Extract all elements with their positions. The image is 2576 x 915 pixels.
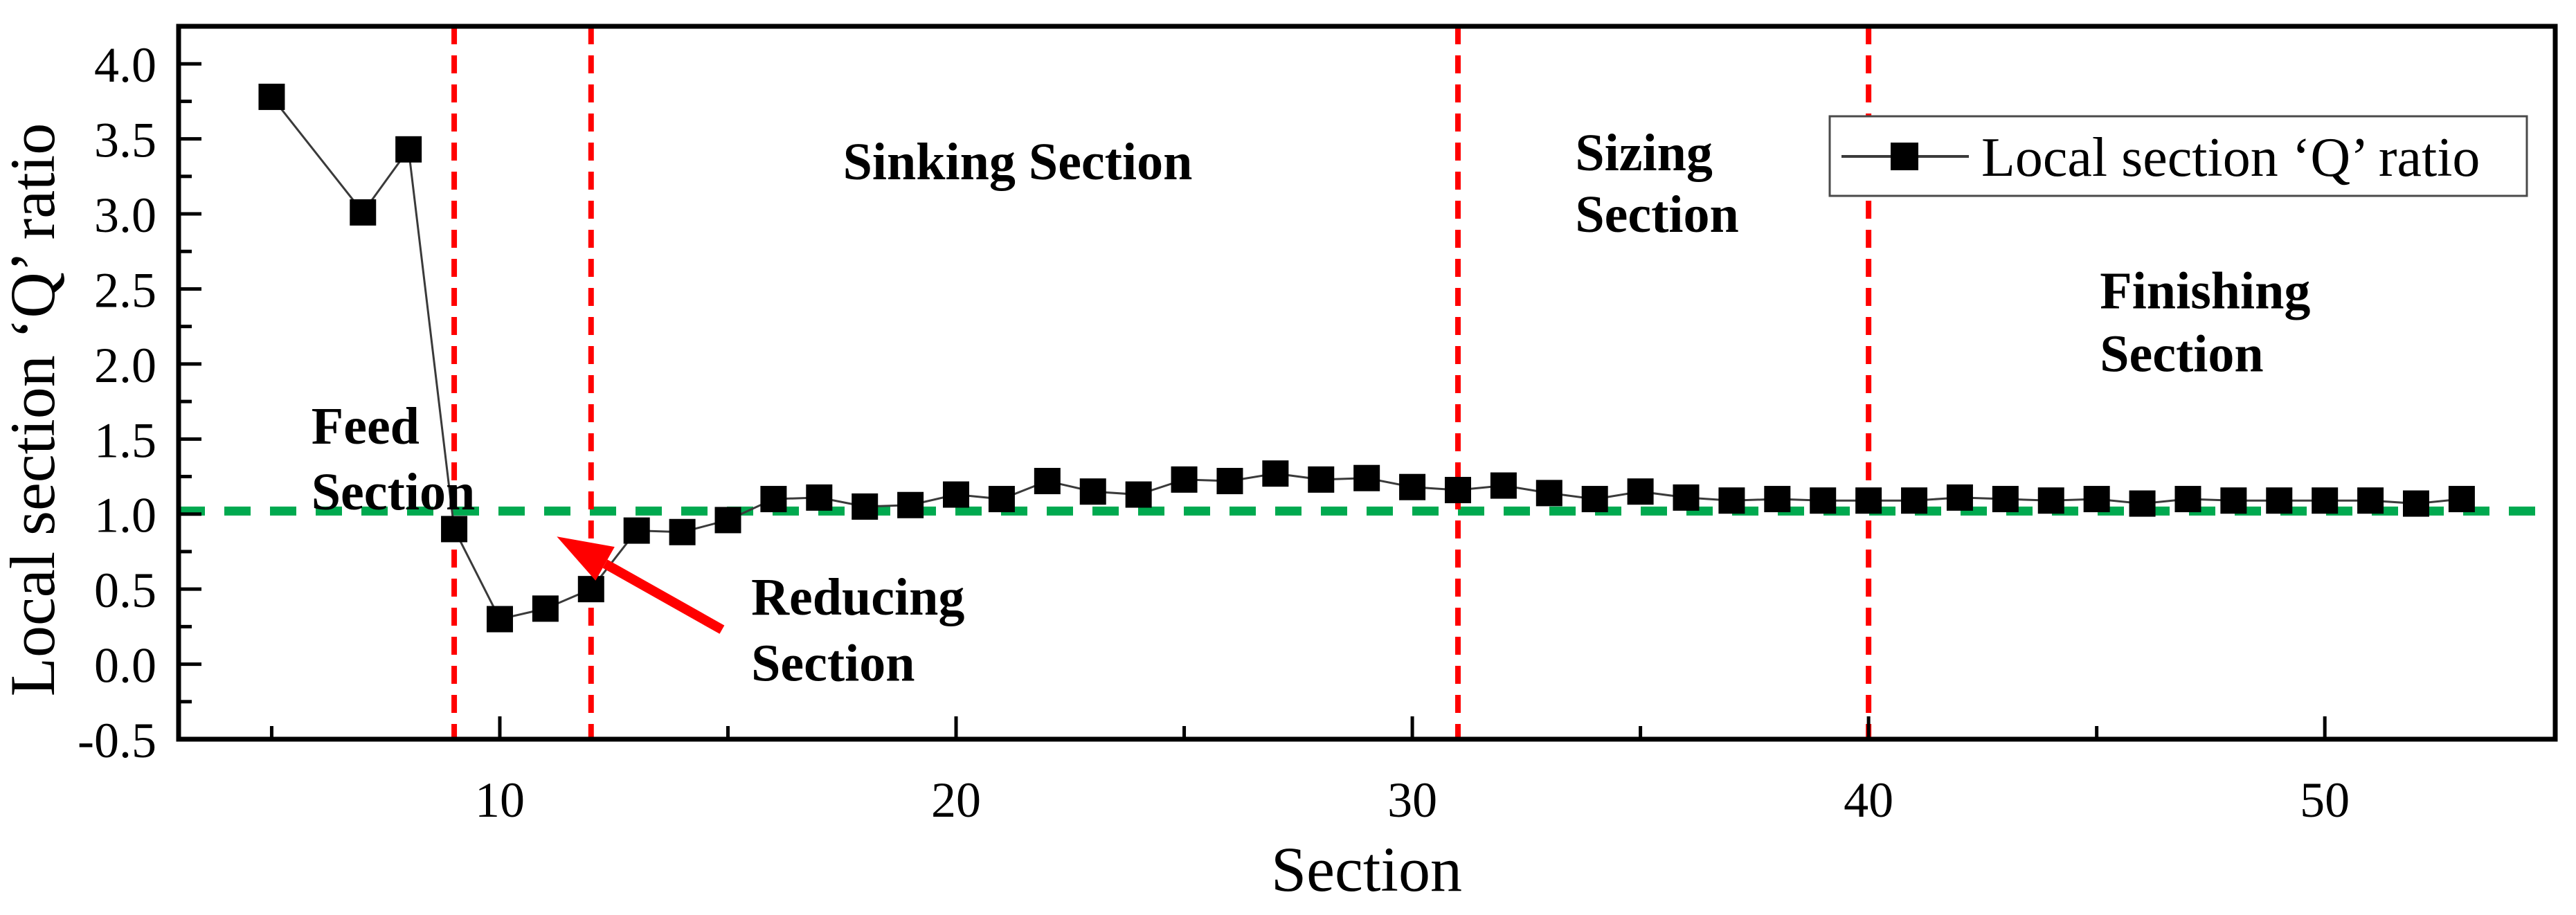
sizing-section-label: Sizing (1575, 124, 1713, 182)
data-point (1034, 468, 1061, 495)
data-point (1946, 484, 1973, 511)
data-point (2402, 490, 2429, 517)
data-point (1581, 486, 1608, 513)
legend: Local section ‘Q’ ratio (1828, 115, 2528, 197)
x-tick-label: 20 (931, 772, 981, 828)
y-tick-label: 0.0 (94, 638, 156, 694)
data-point (2037, 487, 2064, 514)
x-tick-label: 40 (1844, 772, 1893, 828)
data-point (2448, 486, 2475, 513)
annotation-arrow-layer (557, 536, 725, 634)
data-point (486, 606, 513, 633)
data-point (852, 493, 879, 520)
data-point (2174, 486, 2201, 513)
data-point (1901, 487, 1928, 514)
y-tick-label: 2.5 (94, 262, 156, 318)
y-tick-label: 3.0 (94, 188, 156, 243)
data-point (1810, 487, 1837, 514)
data-point (2266, 487, 2293, 514)
legend-label: Local section ‘Q’ ratio (1981, 127, 2480, 188)
data-point (760, 486, 787, 513)
sinking-section-label: Sinking Section (843, 133, 1193, 191)
reducing-section-label: Reducing (751, 568, 964, 626)
reducing-section-label: Section (751, 634, 915, 692)
data-point (1308, 466, 1335, 493)
data-point (806, 484, 833, 511)
data-point (669, 518, 696, 545)
y-tick-label: -0.5 (78, 713, 156, 768)
data-point (1216, 468, 1243, 495)
tick-layer: 10 20 30 40 50 -0.5 0.0 0.5 1.0 1.5 2.0 2.5 3.0 3.5 4.… (78, 37, 2350, 828)
data-point (1490, 472, 1517, 499)
x-axis-title: Section (1271, 834, 1462, 905)
data-point (350, 199, 377, 226)
finishing-section-label: Finishing (2100, 262, 2310, 320)
data-point (577, 576, 604, 603)
y-tick-label: 2.0 (94, 338, 156, 393)
data-point (1764, 486, 1791, 513)
data-point (2083, 486, 2110, 513)
data-point (1399, 473, 1426, 500)
data-point (897, 491, 924, 518)
data-point (1627, 478, 1654, 505)
data-point (714, 507, 741, 534)
data-point (258, 83, 285, 110)
data-point (1444, 477, 1471, 504)
data-point (2220, 487, 2247, 514)
data-point (441, 516, 468, 543)
data-point (1079, 478, 1106, 505)
data-point (395, 136, 422, 163)
sizing-section-label: Section (1575, 185, 1738, 244)
plot-frame-layer (176, 24, 2558, 742)
feed-section-label: Section (312, 463, 475, 521)
y-tick-label: 0.5 (94, 563, 156, 618)
data-point (1535, 480, 1562, 507)
annotation-arrow-head-icon (557, 536, 615, 581)
y-tick-label: 1.0 (94, 488, 156, 543)
y-tick-label: 1.5 (94, 413, 156, 468)
plot-frame (176, 24, 2558, 742)
x-tick-label: 30 (1387, 772, 1437, 828)
y-tick-label: 3.5 (94, 113, 156, 168)
y-tick-label: 4.0 (94, 37, 156, 93)
data-point (1992, 486, 2019, 513)
x-tick-label: 10 (475, 772, 525, 828)
data-point (988, 486, 1015, 513)
data-point (2357, 487, 2384, 514)
data-point (623, 517, 650, 544)
x-tick-label: 50 (2300, 772, 2350, 828)
data-point (1125, 481, 1152, 508)
legend-marker-square-icon (1891, 143, 1918, 170)
data-point (2312, 487, 2339, 514)
finishing-section-label: Section (2100, 325, 2263, 383)
data-series-layer (258, 83, 2475, 633)
data-point (1171, 466, 1198, 493)
data-point (1262, 460, 1289, 487)
data-point (1718, 487, 1745, 514)
annotation-arrow-shaft (602, 559, 725, 634)
data-point (1353, 464, 1380, 491)
data-point (943, 481, 970, 508)
data-point (2129, 490, 2156, 517)
feed-section-label: Feed (312, 397, 420, 455)
data-point (1673, 484, 1700, 511)
data-point (532, 595, 559, 622)
y-axis-title: Local section ‘Q’ ratio (0, 123, 68, 697)
data-point (1855, 487, 1882, 514)
